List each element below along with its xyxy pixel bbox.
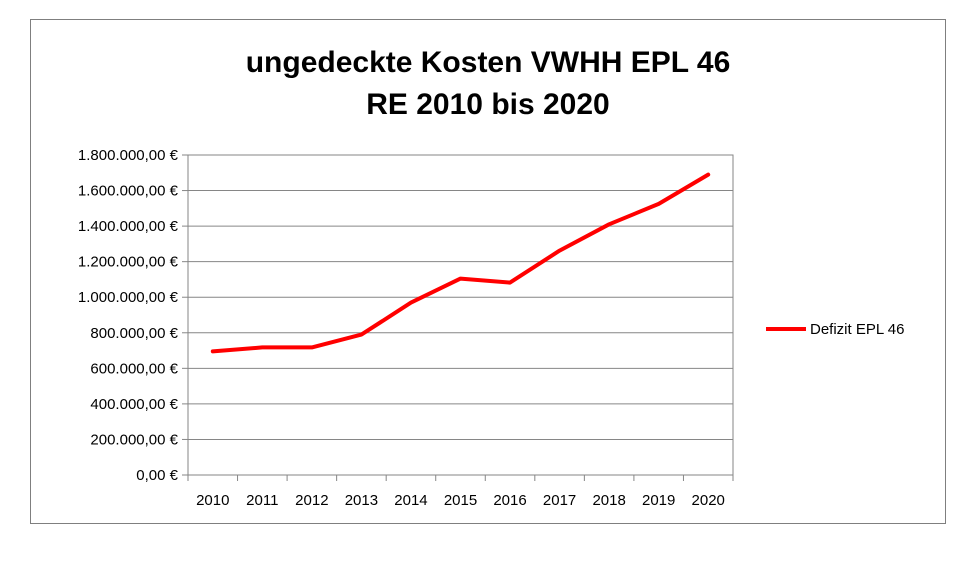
y-tick-label: 1.000.000,00 € <box>78 289 179 306</box>
legend: Defizit EPL 46 <box>766 321 905 338</box>
x-tick-label: 2016 <box>493 492 526 509</box>
y-tick-label: 0,00 € <box>136 467 178 484</box>
chart-title-line-1: ungedeckte Kosten VWHH EPL 46 <box>246 46 731 79</box>
x-tick-label: 2017 <box>543 492 576 509</box>
x-tick-label: 2010 <box>196 492 229 509</box>
y-tick-label: 800.000,00 € <box>90 325 178 342</box>
y-tick-label: 1.600.000,00 € <box>78 183 179 200</box>
plot-border <box>187 154 734 476</box>
chart-title-line-2: RE 2010 bis 2020 <box>366 88 610 121</box>
x-tick-label: 2015 <box>444 492 477 509</box>
y-tick-label: 1.800.000,00 € <box>78 147 179 164</box>
y-tick-label: 200.000,00 € <box>90 431 178 448</box>
gridlines <box>188 190 733 440</box>
x-tick-label: 2012 <box>295 492 328 509</box>
y-tick-label: 1.400.000,00 € <box>78 218 179 235</box>
x-tick-label: 2018 <box>592 492 625 509</box>
series-layer <box>210 172 711 354</box>
x-tick-label: 2019 <box>642 492 675 509</box>
y-tick-label: 400.000,00 € <box>90 396 178 413</box>
x-tick-label: 2020 <box>692 492 725 509</box>
y-tick-label: 1.200.000,00 € <box>78 254 179 271</box>
x-axis: 2010 2011 2012 2013 2014 2015 2016 2017 2018 2019… <box>187 475 734 509</box>
legend-label: Defizit EPL 46 <box>810 321 905 338</box>
x-tick-label: 2011 <box>246 492 278 509</box>
y-axis: 0,00 € 200.000,00 € 400.000,00 € 600.000,00… <box>78 147 188 484</box>
x-tick-label: 2014 <box>394 492 427 509</box>
y-tick-label: 600.000,00 € <box>90 360 178 377</box>
plot-area <box>187 154 734 476</box>
x-tick-label: 2013 <box>345 492 378 509</box>
chart-title: ungedeckte Kosten VWHH EPL 46 RE 2010 bi… <box>246 46 731 121</box>
series-line <box>210 172 711 354</box>
